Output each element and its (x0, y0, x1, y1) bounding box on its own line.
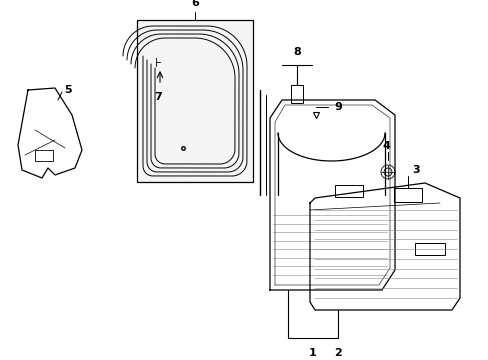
Text: 9: 9 (333, 102, 341, 112)
Text: 1: 1 (308, 348, 316, 358)
Text: 2: 2 (333, 348, 341, 358)
Bar (334, 185, 362, 197)
Text: 7: 7 (154, 92, 162, 102)
Text: 6: 6 (191, 0, 199, 8)
Bar (393, 188, 421, 202)
Text: 8: 8 (292, 47, 300, 57)
Bar (414, 243, 444, 255)
Bar (137, 20, 252, 182)
Bar (35, 150, 53, 161)
Bar (290, 85, 303, 103)
Text: 4: 4 (381, 141, 389, 151)
Text: 3: 3 (411, 165, 419, 175)
Text: 5: 5 (64, 85, 72, 95)
